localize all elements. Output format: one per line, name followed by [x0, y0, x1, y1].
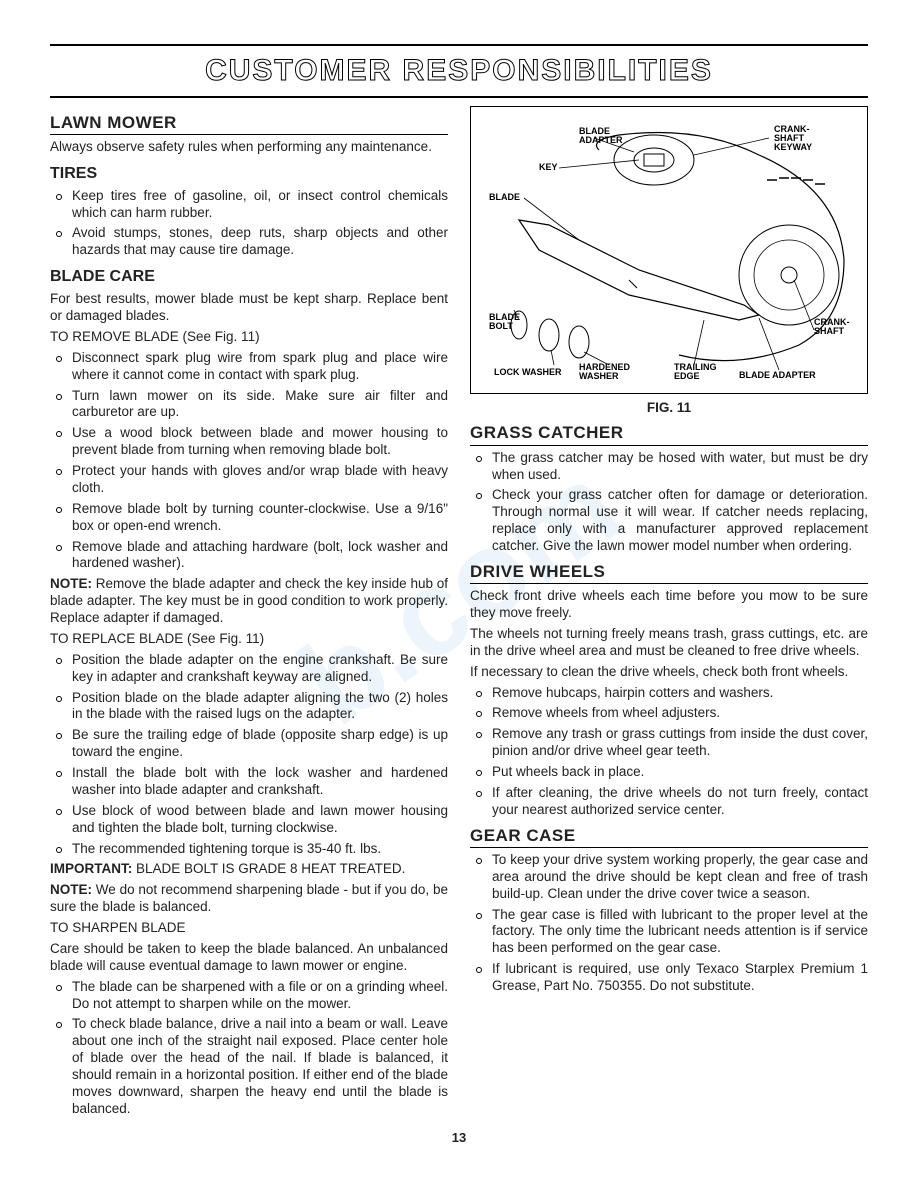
- gear-case-list: To keep your drive system working proper…: [470, 852, 868, 995]
- right-column: BLADEADAPTER KEY BLADE CRANK-SHAFTKEYWAY…: [470, 106, 868, 1122]
- list-item: Remove any trash or grass cuttings from …: [470, 726, 868, 760]
- grass-catcher-list: The grass catcher may be hosed with wate…: [470, 450, 868, 555]
- figure-caption: FIG. 11: [470, 400, 868, 417]
- label-blade-adapter2: BLADE ADAPTER: [739, 370, 816, 380]
- rule-bottom: [50, 96, 868, 98]
- list-item: Position the blade adapter on the engine…: [50, 652, 448, 686]
- list-item: Keep tires free of gasoline, oil, or ins…: [50, 188, 448, 222]
- remove-blade-title: TO REMOVE BLADE (See Fig. 11): [50, 329, 448, 346]
- label-crankshaft: CRANK-SHAFT: [814, 317, 850, 336]
- heading-gear-case: GEAR CASE: [470, 825, 868, 848]
- replace-blade-title: TO REPLACE BLADE (See Fig. 11): [50, 631, 448, 648]
- list-item: Remove blade and attaching hardware (bol…: [50, 539, 448, 573]
- list-item: The recommended tightening torque is 35-…: [50, 841, 448, 858]
- list-item: Use a wood block between blade and mower…: [50, 425, 448, 459]
- list-item: Position blade on the blade adapter alig…: [50, 690, 448, 724]
- label-blade-adapter: BLADEADAPTER: [579, 126, 623, 145]
- list-item: Check your grass catcher often for damag…: [470, 487, 868, 555]
- list-item: The gear case is filled with lubricant t…: [470, 907, 868, 958]
- list-item: Remove wheels from wheel adjusters.: [470, 705, 868, 722]
- heading-tires: TIRES: [50, 164, 448, 184]
- list-item: The blade can be sharpened with a file o…: [50, 979, 448, 1013]
- list-item: Remove blade bolt by turning counter-clo…: [50, 501, 448, 535]
- heading-drive-wheels: DRIVE WHEELS: [470, 561, 868, 584]
- list-item: Remove hubcaps, hairpin cotters and wash…: [470, 685, 868, 702]
- remove-blade-list: Disconnect spark plug wire from spark pl…: [50, 350, 448, 573]
- rule-top: [50, 44, 868, 46]
- list-item: To check blade balance, drive a nail int…: [50, 1016, 448, 1117]
- list-item: Put wheels back in place.: [470, 764, 868, 781]
- list-item: Protect your hands with gloves and/or wr…: [50, 463, 448, 497]
- heading-grass-catcher: GRASS CATCHER: [470, 422, 868, 445]
- heading-blade-care: BLADE CARE: [50, 267, 448, 287]
- list-item: Turn lawn mower on its side. Make sure a…: [50, 388, 448, 422]
- sharpen-intro: Care should be taken to keep the blade b…: [50, 941, 448, 975]
- page-title: CUSTOMER RESPONSIBILITIES: [50, 52, 868, 90]
- figure-11: BLADEADAPTER KEY BLADE CRANK-SHAFTKEYWAY…: [470, 106, 868, 394]
- drive-wheels-p3: If necessary to clean the drive wheels, …: [470, 664, 868, 681]
- important: IMPORTANT: BLADE BOLT IS GRADE 8 HEAT TR…: [50, 861, 448, 878]
- list-item: Be sure the trailing edge of blade (oppo…: [50, 727, 448, 761]
- replace-blade-list: Position the blade adapter on the engine…: [50, 652, 448, 858]
- label-blade-bolt: BLADEBOLT: [489, 312, 520, 331]
- list-item: Install the blade bolt with the lock was…: [50, 765, 448, 799]
- list-item: If lubricant is required, use only Texac…: [470, 961, 868, 995]
- list-item: If after cleaning, the drive wheels do n…: [470, 785, 868, 819]
- list-item: To keep your drive system working proper…: [470, 852, 868, 903]
- two-column-layout: LAWN MOWER Always observe safety rules w…: [50, 106, 868, 1122]
- note1: NOTE: Remove the blade adapter and check…: [50, 576, 448, 627]
- blade-care-intro: For best results, mower blade must be ke…: [50, 291, 448, 325]
- lawn-mower-intro: Always observe safety rules when perform…: [50, 139, 448, 156]
- label-key: KEY: [539, 162, 558, 172]
- label-hardened-washer: HARDENEDWASHER: [579, 362, 631, 381]
- page-number: 13: [50, 1130, 868, 1146]
- left-column: LAWN MOWER Always observe safety rules w…: [50, 106, 448, 1122]
- label-crankshaft-keyway: CRANK-SHAFTKEYWAY: [774, 124, 812, 152]
- list-item: Use block of wood between blade and lawn…: [50, 803, 448, 837]
- list-item: The grass catcher may be hosed with wate…: [470, 450, 868, 484]
- label-blade: BLADE: [489, 192, 520, 202]
- list-item: Disconnect spark plug wire from spark pl…: [50, 350, 448, 384]
- drive-wheels-list: Remove hubcaps, hairpin cotters and wash…: [470, 685, 868, 819]
- drive-wheels-p2: The wheels not turning freely means tras…: [470, 626, 868, 660]
- note2: NOTE: We do not recommend sharpening bla…: [50, 882, 448, 916]
- blade-diagram-svg: BLADEADAPTER KEY BLADE CRANK-SHAFTKEYWAY…: [479, 115, 859, 385]
- list-item: Avoid stumps, stones, deep ruts, sharp o…: [50, 225, 448, 259]
- drive-wheels-p1: Check front drive wheels each time befor…: [470, 588, 868, 622]
- heading-lawn-mower: LAWN MOWER: [50, 112, 448, 135]
- label-lock-washer: LOCK WASHER: [494, 367, 562, 377]
- sharpen-title: TO SHARPEN BLADE: [50, 920, 448, 937]
- tires-list: Keep tires free of gasoline, oil, or ins…: [50, 188, 448, 260]
- label-trailing-edge: TRAILINGEDGE: [674, 362, 717, 381]
- sharpen-list: The blade can be sharpened with a file o…: [50, 979, 448, 1118]
